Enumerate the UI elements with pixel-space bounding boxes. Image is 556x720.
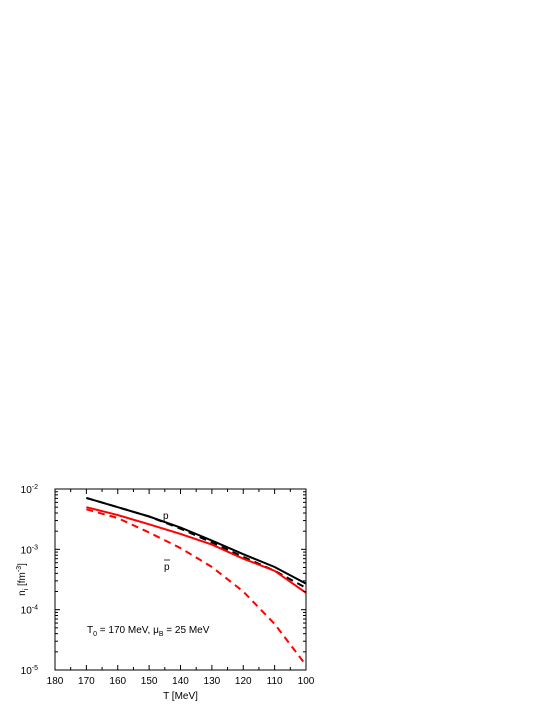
x-axis-label: T [MeV]	[163, 691, 198, 702]
annotation-part: = 170 MeV,	[97, 625, 153, 636]
y-label-part: ]	[17, 563, 28, 566]
y-label-part: -3	[16, 566, 23, 572]
y-label-part: n	[17, 590, 28, 596]
x-tick-label: 110	[267, 676, 283, 687]
data-line	[86, 506, 307, 594]
y-label-part: [fm	[17, 572, 28, 589]
annotation: T0 = 170 MeV, μB = 25 MeV	[87, 625, 210, 638]
annotation-part: B	[159, 631, 164, 638]
x-tick-label: 100	[298, 676, 315, 687]
y-tick-label: 10-5	[21, 665, 38, 677]
curve-label: p	[163, 511, 169, 522]
y-tick-base: 10	[21, 666, 33, 677]
x-tick-label: 160	[109, 676, 126, 687]
x-tick-label: 120	[235, 676, 252, 687]
data-line	[86, 497, 307, 589]
y-tick-base: 10	[21, 545, 33, 556]
y-tick-label: 10-4	[21, 605, 38, 617]
y-tick-base: 10	[21, 606, 33, 617]
y-tick-label: 10-2	[21, 484, 38, 496]
y-tick-exponent: -4	[32, 605, 38, 612]
annotation-part: T	[87, 625, 93, 636]
y-tick-exponent: -2	[32, 484, 38, 491]
y-axis-label: ni [fm-3]	[16, 563, 30, 596]
plot-frame	[54, 488, 307, 671]
data-line	[86, 508, 307, 666]
y-tick-exponent: -3	[32, 544, 38, 551]
x-tick-label: 180	[47, 676, 64, 687]
curve-label: p	[164, 562, 170, 573]
x-tick-label: 140	[172, 676, 189, 687]
x-tick-label: 170	[78, 676, 95, 687]
y-tick-base: 10	[21, 485, 33, 496]
x-tick-label: 150	[141, 676, 158, 687]
y-label-part: i	[23, 588, 30, 590]
y-tick-exponent: -5	[32, 665, 38, 672]
annotation-part: μ	[153, 625, 159, 636]
annotation-part: 0	[93, 631, 97, 638]
annotation-part: = 25 MeV	[164, 625, 210, 636]
x-tick-label: 130	[204, 676, 221, 687]
y-tick-label: 10-3	[21, 544, 38, 556]
